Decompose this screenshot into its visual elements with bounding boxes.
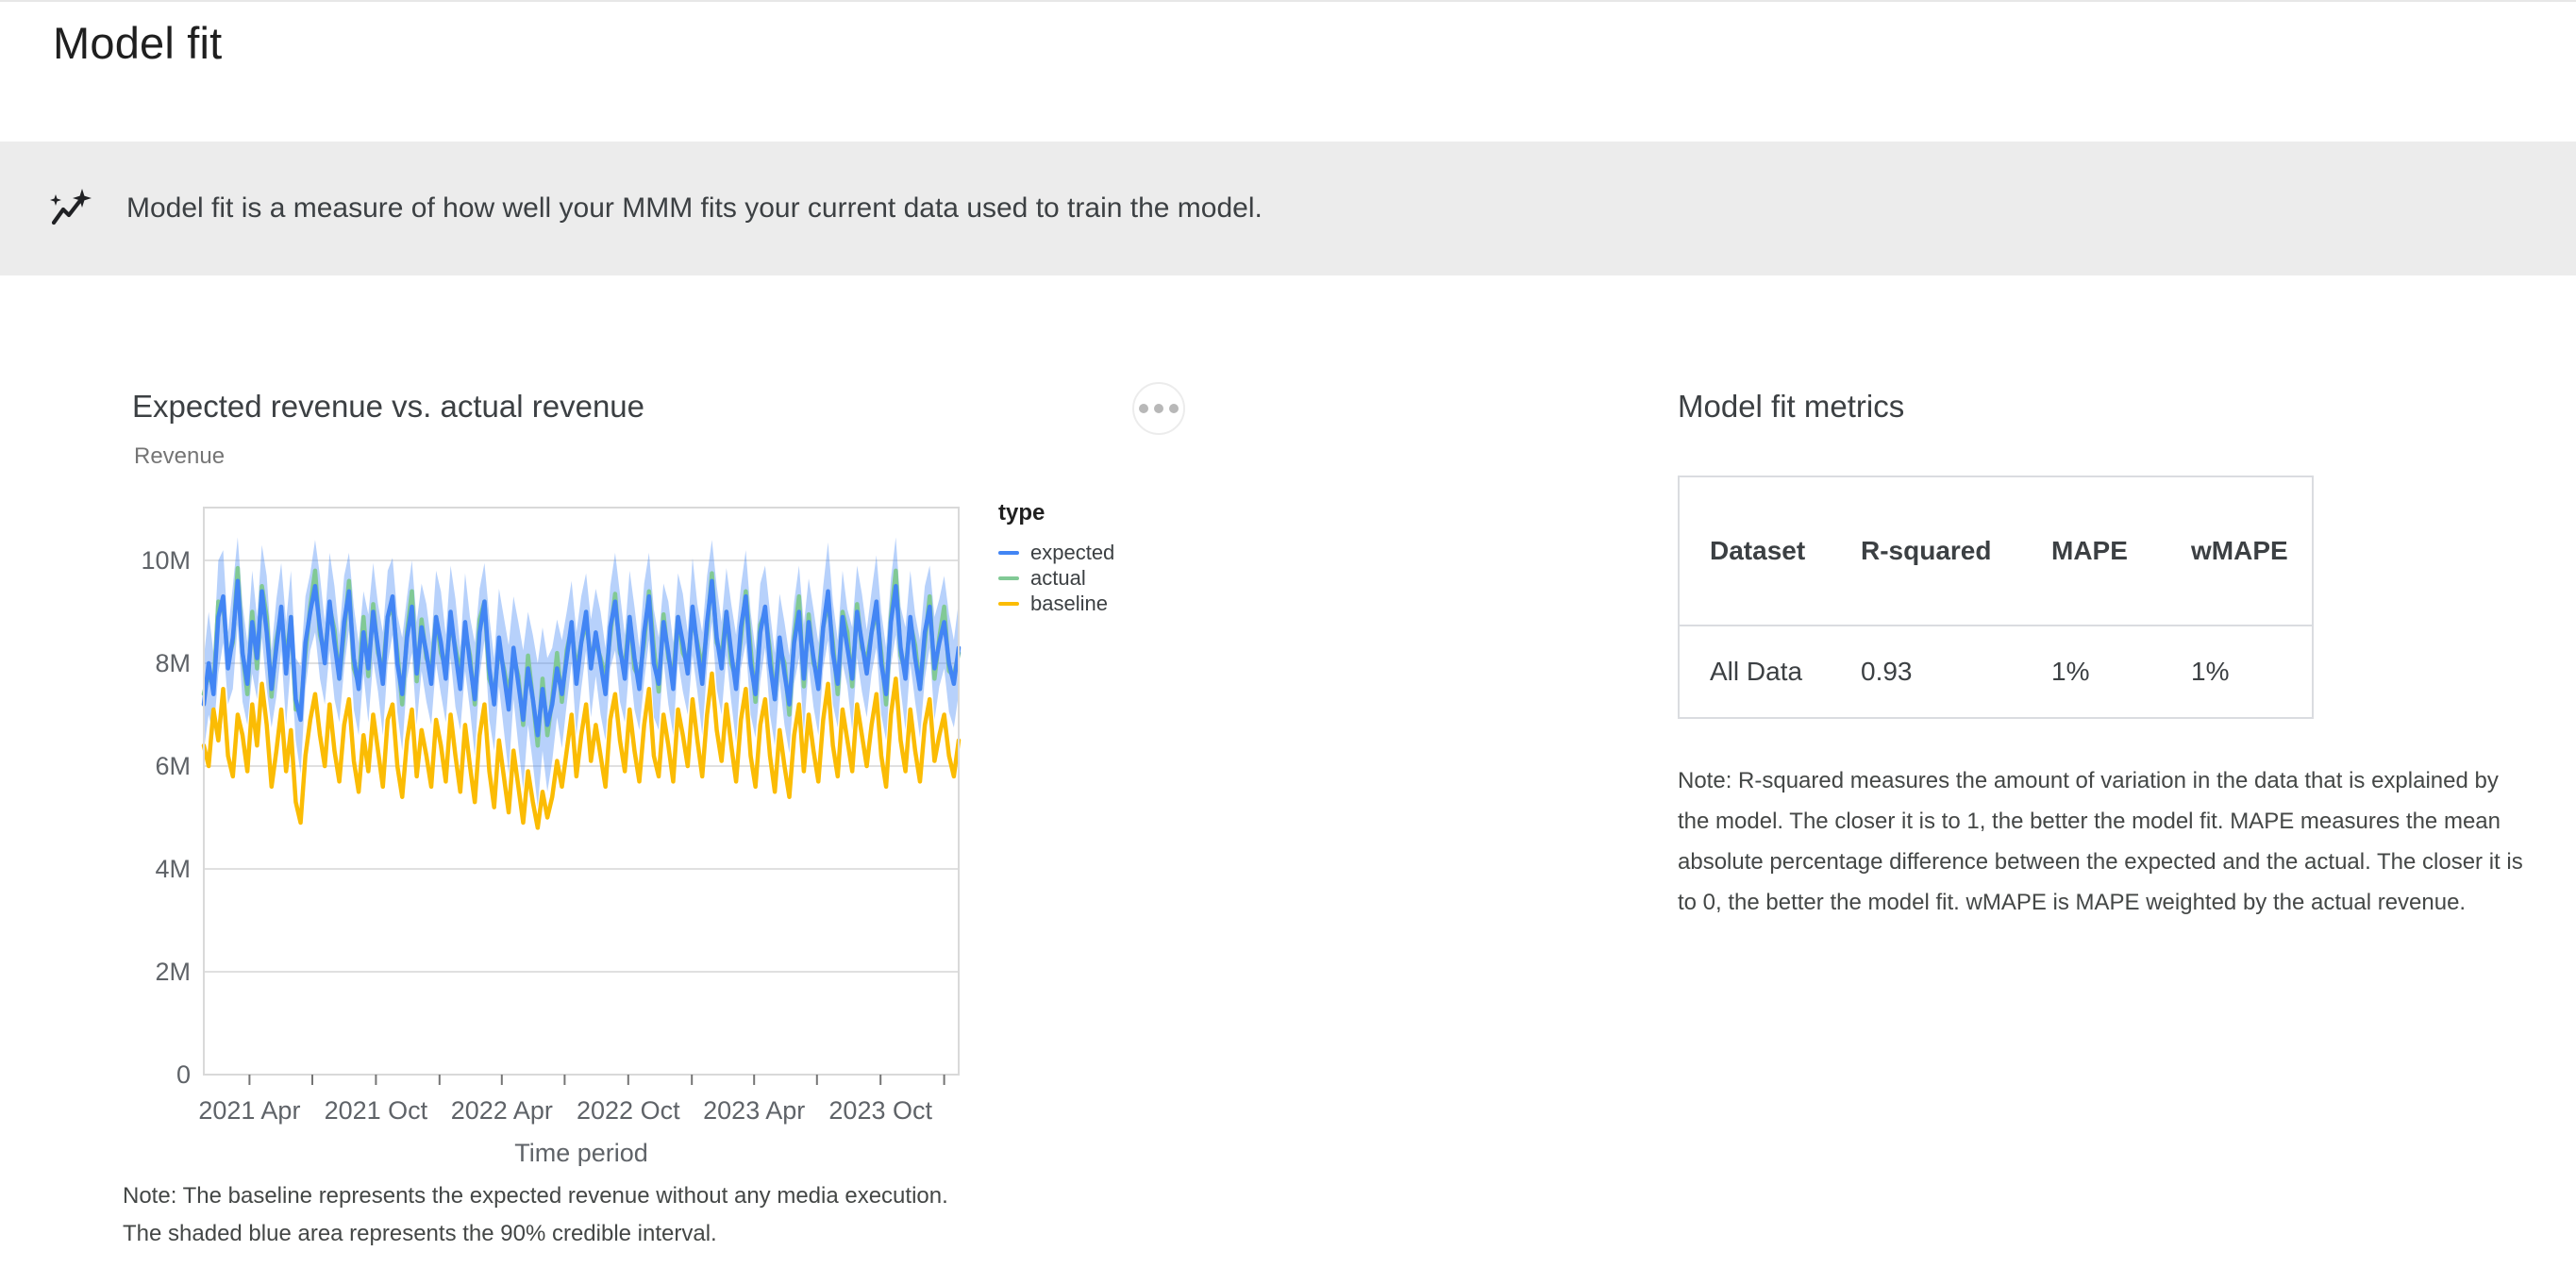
svg-text:2023 Apr: 2023 Apr bbox=[703, 1096, 805, 1125]
legend-item-baseline: baseline bbox=[998, 591, 1114, 616]
baseline-line-swatch bbox=[998, 601, 1019, 606]
page-title: Model fit bbox=[53, 18, 223, 68]
svg-text:2M: 2M bbox=[155, 958, 191, 986]
insights-icon bbox=[50, 189, 92, 225]
cell-dataset: All Data bbox=[1710, 657, 1803, 686]
svg-text:2022 Apr: 2022 Apr bbox=[451, 1096, 553, 1125]
metrics-table-header-row: Dataset R-squared MAPE wMAPE bbox=[1679, 476, 2313, 626]
banner-text: Model fit is a measure of how well your … bbox=[126, 192, 1263, 224]
svg-text:8M: 8M bbox=[155, 649, 191, 677]
chart-legend: type expected actual baseline bbox=[998, 500, 1114, 616]
svg-text:2022 Oct: 2022 Oct bbox=[577, 1096, 680, 1125]
legend-item-expected: expected bbox=[998, 540, 1114, 565]
more-options-icon bbox=[1139, 404, 1148, 413]
legend-item-actual: actual bbox=[998, 565, 1114, 591]
cell-wmape: 1% bbox=[2191, 657, 2230, 686]
chart-title: Expected revenue vs. actual revenue bbox=[132, 389, 645, 424]
col-dataset: Dataset bbox=[1710, 536, 1806, 565]
actual-line-swatch bbox=[998, 576, 1019, 580]
svg-text:10M: 10M bbox=[141, 546, 191, 575]
col-r-squared: R-squared bbox=[1861, 536, 1992, 565]
svg-text:2021 Apr: 2021 Apr bbox=[198, 1096, 300, 1125]
col-wmape: wMAPE bbox=[2191, 536, 2288, 565]
metrics-table-row: All Data 0.93 1% 1% bbox=[1679, 626, 2313, 718]
info-banner: Model fit is a measure of how well your … bbox=[0, 142, 2576, 275]
metrics-note: Note: R-squared measures the amount of v… bbox=[1678, 768, 2523, 915]
revenue-line-chart: 0 2M 4M 6M 8M 10M 2021 Apr 2021 Oct 2022 Apr 2022… bbox=[141, 507, 962, 1166]
metrics-table: Dataset R-squared MAPE wMAPE All Data 0.… bbox=[1678, 476, 2314, 719]
y-axis-title: Revenue bbox=[134, 443, 226, 469]
cell-mape: 1% bbox=[2051, 657, 2090, 686]
svg-text:Time period: Time period bbox=[514, 1139, 648, 1166]
legend-title: type bbox=[998, 500, 1045, 526]
cell-r-squared: 0.93 bbox=[1861, 657, 1913, 686]
col-mape: MAPE bbox=[2051, 536, 2128, 565]
svg-text:4M: 4M bbox=[155, 855, 191, 883]
svg-text:2023 Oct: 2023 Oct bbox=[828, 1096, 932, 1125]
top-divider bbox=[0, 0, 2576, 2]
svg-text:6M: 6M bbox=[155, 752, 191, 780]
expected-line-swatch bbox=[998, 550, 1019, 555]
svg-text:0: 0 bbox=[176, 1060, 191, 1089]
metrics-title: Model fit metrics bbox=[1678, 389, 1905, 424]
chart-note: Note: The baseline represents the expect… bbox=[123, 1183, 948, 1246]
svg-text:2021 Oct: 2021 Oct bbox=[325, 1096, 428, 1125]
more-options-button[interactable] bbox=[1132, 382, 1185, 435]
page-header: Model fit bbox=[53, 17, 222, 69]
